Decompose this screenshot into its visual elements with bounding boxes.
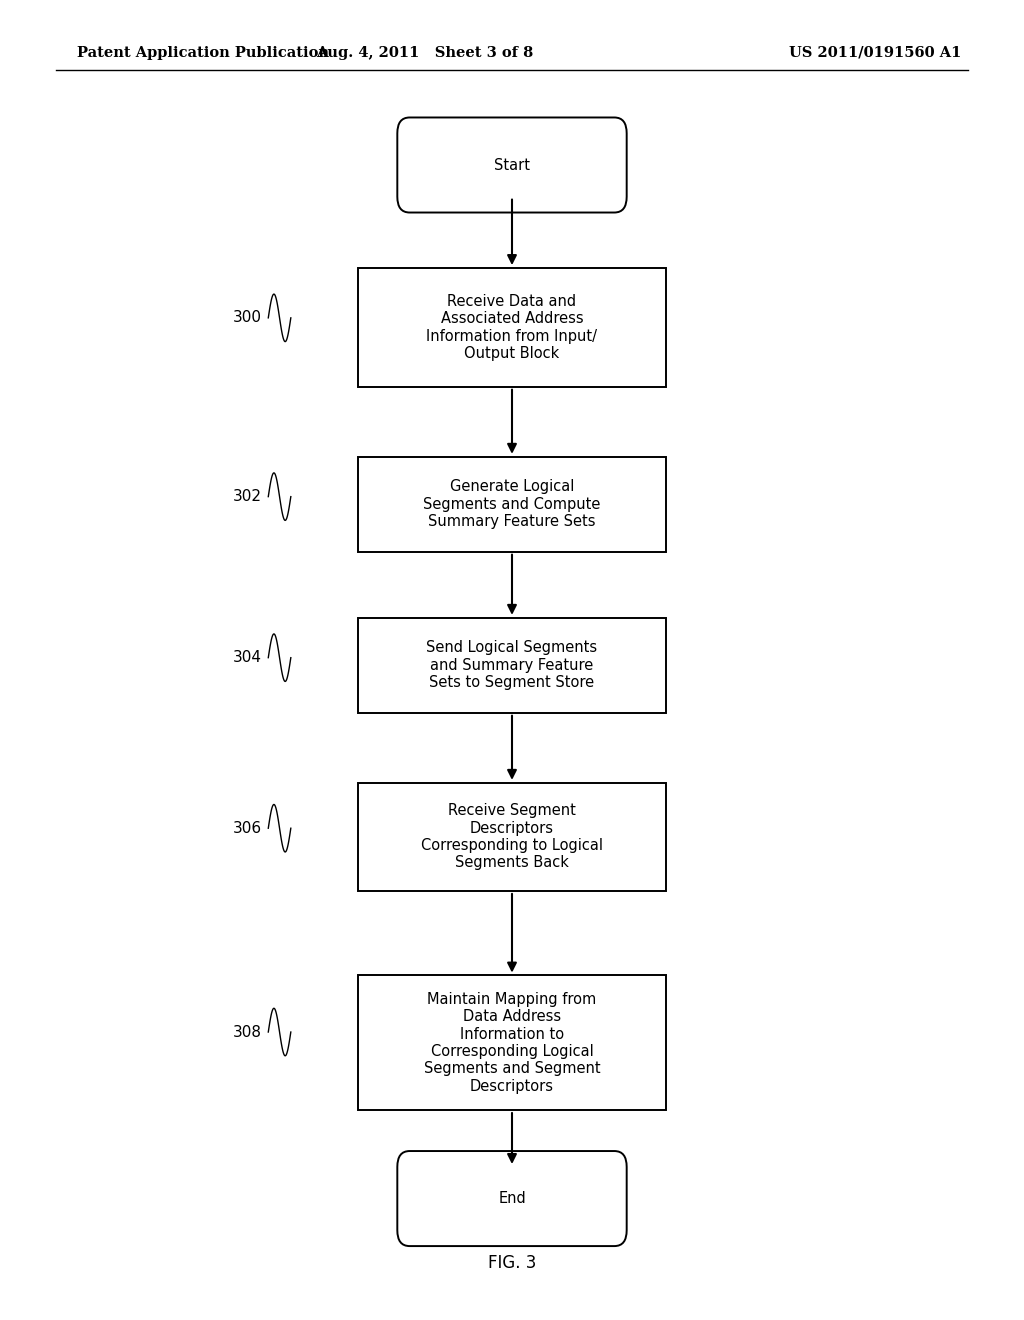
Text: Send Logical Segments
and Summary Feature
Sets to Segment Store: Send Logical Segments and Summary Featur… (426, 640, 598, 690)
Text: FIG. 3: FIG. 3 (487, 1254, 537, 1272)
Text: Receive Segment
Descriptors
Corresponding to Logical
Segments Back: Receive Segment Descriptors Correspondin… (421, 804, 603, 870)
Text: Receive Data and
Associated Address
Information from Input/
Output Block: Receive Data and Associated Address Info… (427, 294, 597, 360)
Text: Patent Application Publication: Patent Application Publication (77, 46, 329, 59)
Text: 302: 302 (233, 490, 262, 504)
Text: 306: 306 (233, 821, 262, 836)
FancyBboxPatch shape (397, 1151, 627, 1246)
FancyBboxPatch shape (358, 975, 666, 1110)
Text: 300: 300 (233, 310, 262, 325)
FancyBboxPatch shape (358, 457, 666, 552)
FancyBboxPatch shape (358, 618, 666, 713)
FancyBboxPatch shape (397, 117, 627, 213)
Text: End: End (498, 1191, 526, 1206)
FancyBboxPatch shape (358, 783, 666, 891)
Text: US 2011/0191560 A1: US 2011/0191560 A1 (790, 46, 962, 59)
Text: Maintain Mapping from
Data Address
Information to
Corresponding Logical
Segments: Maintain Mapping from Data Address Infor… (424, 991, 600, 1094)
Text: Generate Logical
Segments and Compute
Summary Feature Sets: Generate Logical Segments and Compute Su… (423, 479, 601, 529)
Text: Start: Start (494, 157, 530, 173)
Text: 308: 308 (233, 1024, 262, 1040)
Text: 304: 304 (233, 651, 262, 665)
Text: Aug. 4, 2011   Sheet 3 of 8: Aug. 4, 2011 Sheet 3 of 8 (316, 46, 534, 59)
FancyBboxPatch shape (358, 268, 666, 387)
